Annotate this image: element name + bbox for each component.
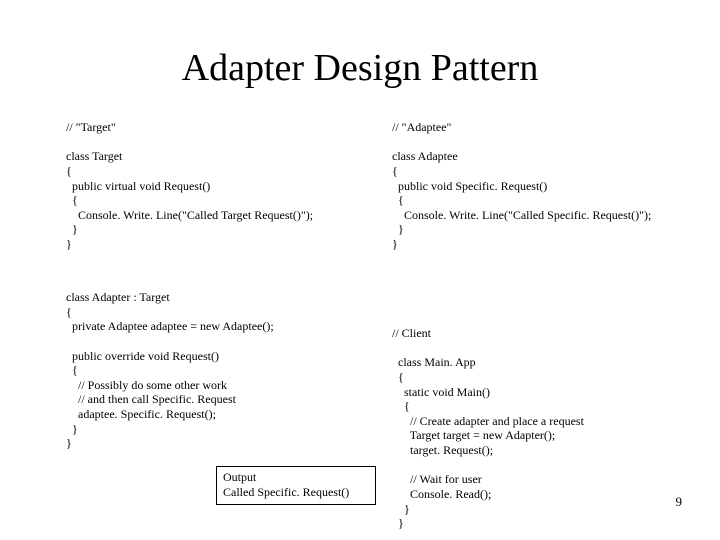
code-adaptee-class: // "Adaptee" class Adaptee { public void… xyxy=(392,120,651,252)
output-value: Called Specific. Request() xyxy=(223,485,369,500)
page-number: 9 xyxy=(676,494,683,510)
code-client-class: // Client class Main. App { static void … xyxy=(392,326,584,531)
output-label: Output xyxy=(223,470,369,485)
code-adapter-class: class Adapter : Target { private Adaptee… xyxy=(66,290,274,451)
code-target-class: // "Target" class Target { public virtua… xyxy=(66,120,313,252)
slide-title: Adapter Design Pattern xyxy=(0,46,720,90)
output-box: Output Called Specific. Request() xyxy=(216,466,376,505)
slide: Adapter Design Pattern // "Target" class… xyxy=(0,0,720,540)
